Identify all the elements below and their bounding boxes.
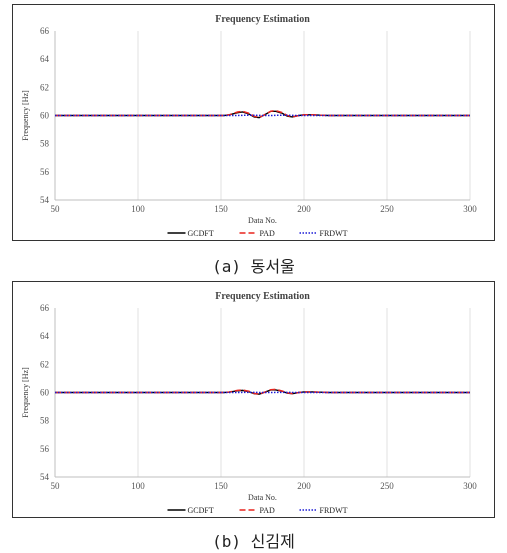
y-axis-label: Frequency [Hz]	[21, 90, 30, 141]
legend-label-frdwt: FRDWT	[320, 506, 348, 515]
y-tick-label: 56	[40, 167, 50, 177]
series-line-pad	[55, 109, 470, 119]
y-tick-label: 64	[40, 54, 50, 64]
legend-label-frdwt: FRDWT	[320, 229, 348, 238]
y-tick-label: 54	[40, 195, 50, 205]
y-axis-label: Frequency [Hz]	[21, 367, 30, 418]
legend-label-gcdft: GCDFT	[188, 229, 214, 238]
legend-label-pad: PAD	[260, 229, 275, 238]
x-tick-label: 250	[380, 481, 394, 491]
y-tick-label: 66	[40, 26, 50, 36]
chart-frame: Frequency Estimation 54 56 58 60 62 64 66 50 100 1…	[12, 281, 495, 518]
frequency-chart-a: Frequency Estimation 54 56 58 60 62 64 66 50 100 1…	[21, 14, 477, 238]
figure-caption: (b) 신김제	[212, 532, 295, 551]
y-tick-label: 56	[40, 444, 50, 454]
chart-title: Frequency Estimation	[215, 291, 310, 302]
y-tick-label: 64	[40, 331, 50, 341]
x-tick-label: 150	[214, 204, 228, 214]
series-line-pad	[55, 388, 470, 395]
x-axis-label: Data No.	[248, 216, 277, 225]
x-tick-label: 150	[214, 481, 228, 491]
legend-label-gcdft: GCDFT	[188, 506, 214, 515]
y-tick-label: 54	[40, 472, 50, 482]
y-tick-label: 62	[40, 82, 49, 92]
y-tick-label: 66	[40, 303, 50, 313]
x-tick-label: 250	[380, 204, 394, 214]
x-tick-label: 100	[131, 481, 145, 491]
y-tick-label: 58	[40, 416, 50, 426]
x-tick-label: 300	[463, 481, 477, 491]
x-axis-label: Data No.	[248, 493, 277, 502]
y-tick-label: 58	[40, 139, 50, 149]
x-tick-label: 50	[51, 481, 61, 491]
y-tick-label: 62	[40, 359, 49, 369]
figure-caption: (a) 동서울	[212, 257, 295, 276]
legend-label-pad: PAD	[260, 506, 275, 515]
frequency-chart-b: Frequency Estimation 54 56 58 60 62 64 66 50 100 1…	[21, 291, 477, 515]
chart-frame: Frequency Estimation 54 56 58 60 62 64 66 50 100 1…	[12, 4, 495, 241]
x-tick-label: 50	[51, 204, 61, 214]
x-tick-label: 100	[131, 204, 145, 214]
y-tick-label: 60	[40, 111, 50, 121]
y-tick-label: 60	[40, 388, 50, 398]
x-tick-label: 300	[463, 204, 477, 214]
chart-title: Frequency Estimation	[215, 14, 310, 25]
x-tick-label: 200	[297, 204, 311, 214]
x-tick-label: 200	[297, 481, 311, 491]
